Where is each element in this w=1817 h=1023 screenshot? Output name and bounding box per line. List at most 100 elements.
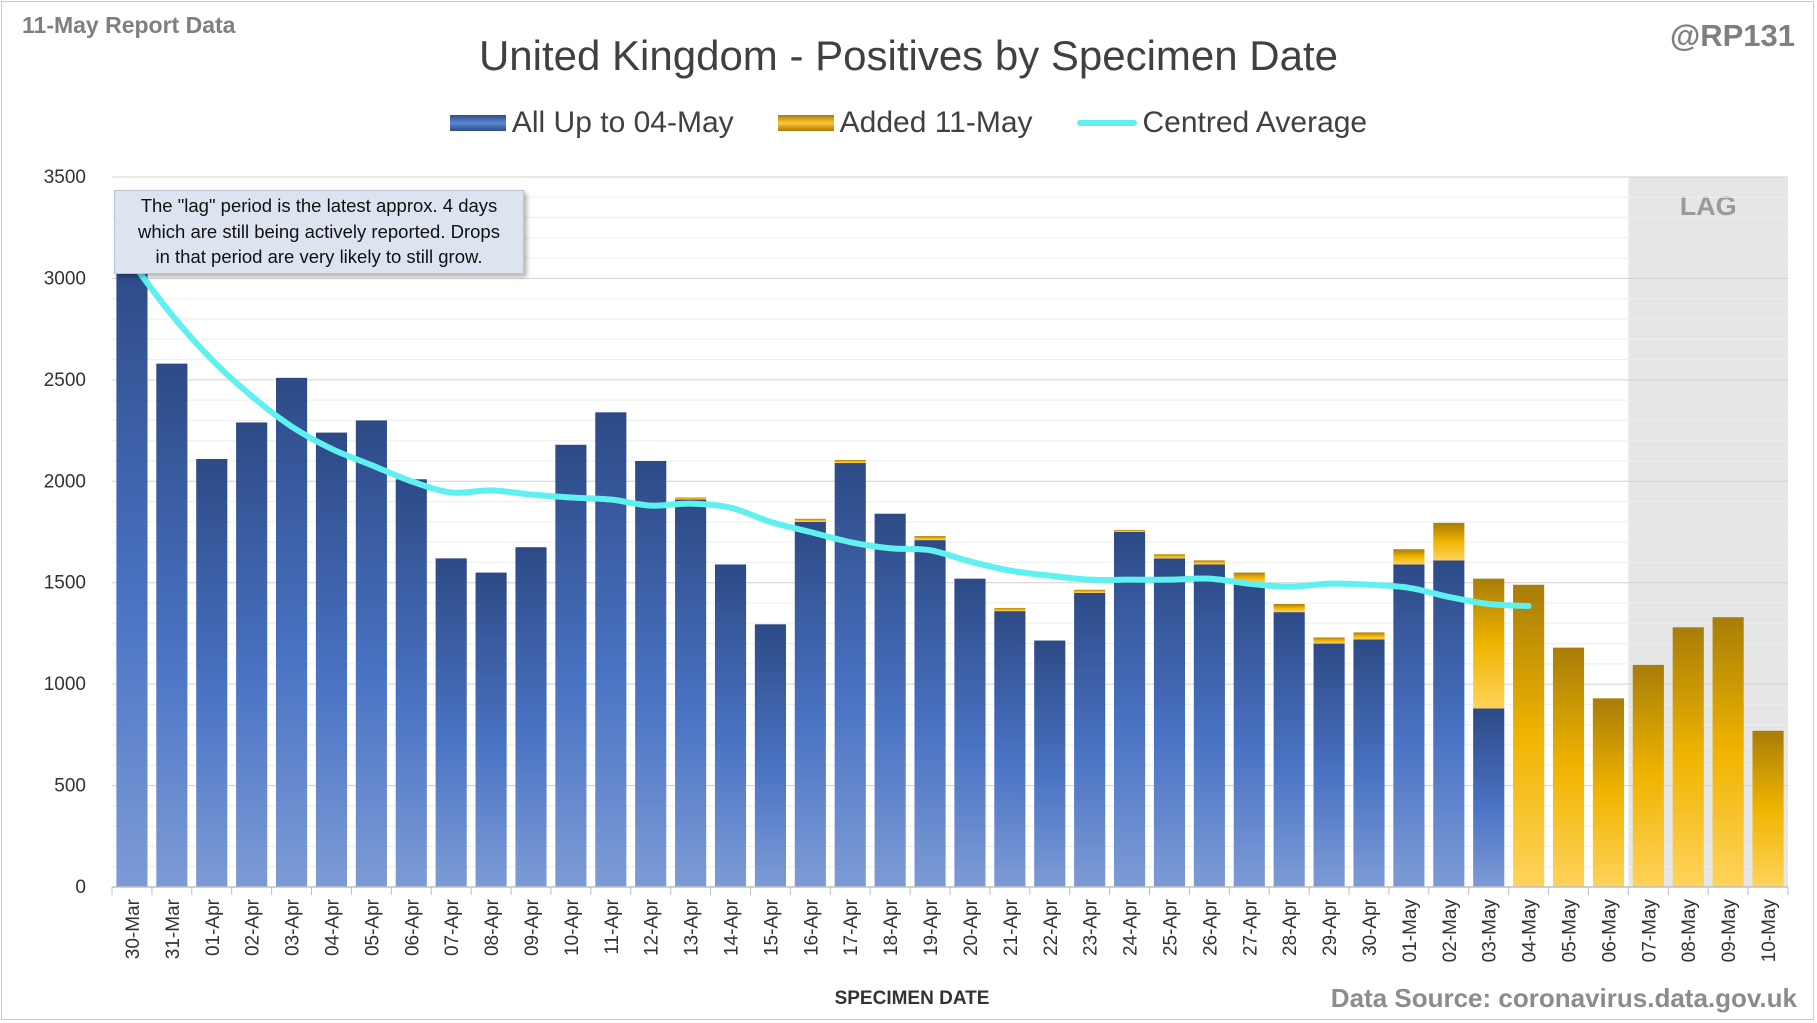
x-tick-label: 07-May	[1639, 899, 1660, 963]
x-tick-label: 22-Apr	[1041, 898, 1062, 956]
x-tick-label: 04-Apr	[322, 898, 343, 956]
x-tick-label: 17-Apr	[841, 898, 862, 956]
x-axis-title: SPECIMEN DATE	[835, 988, 990, 1009]
bar-added	[914, 536, 946, 541]
legend-label-average: Centred Average	[1142, 106, 1368, 139]
x-tick-label: 05-May	[1560, 899, 1581, 963]
bar-all-up-to	[1313, 643, 1345, 887]
bar-all-up-to	[435, 558, 467, 887]
bar-all-up-to	[395, 479, 427, 887]
x-tick-label: 29-Apr	[1320, 898, 1341, 956]
bar-all-up-to	[834, 463, 866, 887]
x-tick-label: 18-Apr	[881, 898, 902, 956]
x-tick-label: 12-Apr	[642, 898, 663, 956]
legend-label-all-up-to: All Up to 04-May	[511, 106, 734, 139]
y-tick-label: 1500	[44, 573, 86, 594]
lag-note-line: in that period are very likely to still …	[155, 246, 483, 267]
x-tick-label: 31-Mar	[163, 898, 184, 959]
bar-added	[1353, 632, 1385, 640]
centred-average-line	[128, 259, 1532, 610]
x-tick-label: 09-May	[1719, 899, 1740, 963]
bar-all-up-to	[555, 444, 587, 887]
bar-all-up-to	[1473, 708, 1505, 887]
data-source-label: Data Source: coronavirus.data.gov.uk	[1330, 983, 1797, 1013]
bar-all-up-to	[874, 513, 906, 887]
bar-all-up-to	[276, 377, 308, 887]
y-tick-label: 500	[54, 776, 86, 797]
legend-swatch-gold	[777, 115, 834, 131]
x-tick-label: 03-Apr	[283, 898, 304, 956]
x-tick-label: 26-Apr	[1200, 898, 1221, 956]
bar-all-up-to	[1433, 560, 1465, 887]
bar-all-up-to	[595, 412, 627, 887]
bar-added	[794, 518, 826, 522]
bar-added	[1273, 604, 1305, 613]
bar-all-up-to	[914, 540, 946, 887]
bar-all-up-to	[635, 461, 667, 887]
legend-label-added: Added 11-May	[839, 106, 1033, 139]
x-tick-label: 01-May	[1400, 899, 1421, 963]
chart-title: United Kingdom - Positives by Specimen D…	[478, 32, 1339, 79]
x-tick-label: 07-Apr	[442, 898, 463, 956]
x-tick-label: 28-Apr	[1280, 898, 1301, 956]
y-tick-label: 3000	[44, 268, 86, 289]
chart-legend: All Up to 04-May Added 11-May Centred Av…	[0, 106, 1817, 140]
bar-added	[834, 459, 866, 464]
bar-all-up-to	[675, 499, 707, 887]
bar-all-up-to	[236, 422, 268, 887]
bar-all-up-to	[1193, 564, 1225, 887]
x-tick-label: 02-May	[1440, 899, 1461, 963]
bar-added	[1233, 572, 1265, 583]
bar-all-up-to	[156, 363, 188, 888]
legend-item-average: Centred Average	[1076, 106, 1368, 140]
legend-swatch-blue	[449, 115, 506, 131]
x-tick-label: 23-Apr	[1081, 898, 1102, 956]
bar-all-up-to	[1233, 582, 1265, 887]
x-tick-label: 25-Apr	[1160, 898, 1181, 956]
report-date-label: 11-May Report Data	[22, 12, 236, 38]
bar-added	[1513, 584, 1545, 887]
x-tick-label: 15-Apr	[761, 898, 782, 956]
bar-added	[1074, 589, 1106, 593]
bar-all-up-to	[1353, 639, 1385, 887]
x-tick-label: 20-Apr	[961, 898, 982, 956]
bar-added	[1393, 549, 1425, 565]
x-tick-label: 03-May	[1480, 899, 1501, 963]
y-tick-label: 1000	[44, 674, 86, 695]
x-tick-label: 11-Apr	[602, 898, 623, 954]
lag-note: The "lag" period is the latest approx. 4…	[114, 190, 524, 274]
x-tick-label: 08-May	[1679, 899, 1700, 963]
bar-all-up-to	[1273, 612, 1305, 887]
bar-added	[1672, 627, 1704, 887]
x-tick-label: 02-Apr	[243, 898, 264, 956]
x-tick-label: 27-Apr	[1240, 898, 1261, 956]
x-tick-label: 21-Apr	[1001, 898, 1022, 956]
bar-all-up-to	[196, 458, 228, 887]
legend-item-all-up-to: All Up to 04-May	[449, 106, 734, 140]
lag-note-line: which are still being actively reported.…	[138, 220, 500, 242]
x-tick-label: 10-May	[1759, 899, 1780, 963]
bar-all-up-to	[116, 256, 148, 888]
x-tick-label: 13-Apr	[682, 898, 703, 956]
x-tick-label: 08-Apr	[482, 898, 503, 956]
bar-all-up-to	[954, 578, 986, 887]
y-tick-label: 2000	[44, 471, 86, 492]
bar-all-up-to	[754, 624, 786, 887]
bar-added	[1712, 617, 1744, 887]
x-tick-label: 06-Apr	[402, 898, 423, 956]
bar-all-up-to	[1393, 564, 1425, 887]
bar-added	[1153, 554, 1186, 559]
bar-added	[1433, 522, 1465, 561]
y-tick-label: 0	[75, 877, 86, 898]
legend-item-added: Added 11-May	[777, 106, 1033, 140]
y-tick-label: 2500	[44, 370, 86, 391]
bar-added	[1313, 637, 1345, 644]
lag-note-line: The "lag" period is the latest approx. 4…	[140, 195, 498, 216]
bar-all-up-to	[1074, 592, 1106, 887]
x-tick-label: 04-May	[1520, 899, 1541, 963]
legend-swatch-line	[1076, 120, 1137, 126]
bar-all-up-to	[355, 420, 387, 887]
bar-all-up-to	[315, 432, 348, 887]
x-tick-label: 30-Mar	[123, 898, 144, 959]
